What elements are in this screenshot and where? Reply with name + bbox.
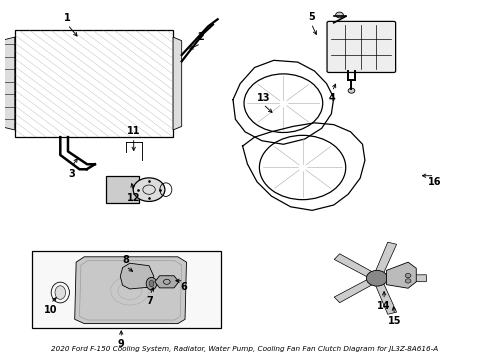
Ellipse shape [149,280,154,287]
Text: 4: 4 [329,93,336,103]
Text: 5: 5 [308,12,315,22]
Polygon shape [334,254,378,280]
Polygon shape [74,257,187,324]
Ellipse shape [55,286,66,299]
Text: 15: 15 [388,316,401,327]
Text: 1: 1 [64,13,71,23]
Text: 11: 11 [127,126,141,136]
Circle shape [348,88,355,93]
Ellipse shape [146,277,157,290]
Polygon shape [373,278,396,314]
Polygon shape [31,251,221,328]
Polygon shape [373,242,396,278]
FancyBboxPatch shape [327,21,395,72]
Circle shape [405,273,411,278]
Circle shape [405,279,411,283]
Polygon shape [120,263,154,289]
Polygon shape [173,37,182,130]
Circle shape [133,178,165,202]
Polygon shape [155,276,179,288]
Text: 2020 Ford F-150 Cooling System, Radiator, Water Pump, Cooling Fan Fan Clutch Dia: 2020 Ford F-150 Cooling System, Radiator… [51,346,439,352]
Circle shape [336,12,343,18]
Polygon shape [387,262,416,288]
Text: 14: 14 [377,301,391,311]
Text: 3: 3 [68,168,74,179]
Text: 7: 7 [147,296,153,306]
Text: 10: 10 [44,305,57,315]
Circle shape [367,270,388,286]
Text: 6: 6 [180,282,187,292]
Text: 8: 8 [122,255,129,265]
Text: 16: 16 [428,177,441,187]
Text: 9: 9 [118,339,124,349]
Polygon shape [378,275,426,282]
Text: 12: 12 [127,193,141,203]
Polygon shape [0,37,15,130]
Text: 13: 13 [256,93,270,103]
Polygon shape [106,176,140,203]
Polygon shape [334,276,378,303]
Text: 2: 2 [197,32,204,42]
